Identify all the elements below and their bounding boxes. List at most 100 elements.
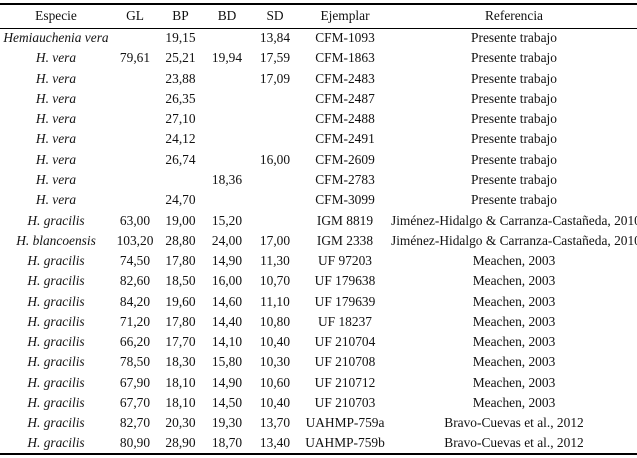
header-referencia: Referencia xyxy=(485,8,543,24)
cell-especie: H. gracilis xyxy=(27,212,85,228)
cell-referencia: Presente trabajo xyxy=(471,111,557,127)
cell-sd: 13,40 xyxy=(259,434,291,450)
cell-bd: 14,90 xyxy=(211,374,243,390)
table-body: Hemiauchenia vera 19,15 13,84 CFM-1093 Prese… xyxy=(0,28,637,454)
cell-ejemplar: CFM-2783 xyxy=(315,171,375,187)
table-row: H. gracilis 71,20 17,80 14,40 10,80 UF 18237 M… xyxy=(0,312,637,332)
cell-bp: 19,60 xyxy=(165,293,196,309)
cell-referencia: Meachen, 2003 xyxy=(472,293,556,309)
header-bd: BD xyxy=(217,8,237,24)
cell-ejemplar: IGM 8819 xyxy=(316,212,374,228)
cell-bd: 14,40 xyxy=(211,313,243,329)
cell-gl xyxy=(112,89,158,109)
cell-referencia: Meachen, 2003 xyxy=(472,394,556,410)
table-row: H. vera 23,88 17,09 CFM-2483 Presente trabaj… xyxy=(0,69,637,89)
cell-sd xyxy=(251,190,299,210)
cell-bp: 18,10 xyxy=(165,374,196,390)
cell-bd xyxy=(203,69,251,89)
cell-sd: 17,00 xyxy=(259,232,291,248)
cell-bd: 14,50 xyxy=(211,394,243,410)
cell-gl xyxy=(112,150,158,170)
cell-sd xyxy=(251,170,299,190)
cell-sd xyxy=(251,129,299,149)
cell-especie: H. vera xyxy=(35,131,77,147)
cell-bp: 28,90 xyxy=(165,434,196,450)
cell-referencia: Meachen, 2003 xyxy=(472,334,556,350)
cell-gl: 67,90 xyxy=(119,374,151,390)
cell-referencia: Presente trabajo xyxy=(471,30,557,46)
cell-bd xyxy=(203,89,251,109)
cell-especie: H. gracilis xyxy=(27,313,85,329)
header-gl: GL xyxy=(126,8,144,24)
cell-referencia: Bravo-Cuevas et al., 2012 xyxy=(444,415,584,431)
table-row: H. vera 26,35 CFM-2487 Presente trabajo xyxy=(0,89,637,109)
cell-bp: 19,15 xyxy=(165,30,196,46)
table-row: H. gracilis 82,70 20,30 19,30 13,70 UAHMP-759… xyxy=(0,413,637,433)
header-ejemplar: Ejemplar xyxy=(320,8,370,24)
cell-ejemplar: CFM-2491 xyxy=(315,131,375,147)
cell-especie: H. vera xyxy=(35,50,77,66)
cell-referencia: Jiménez-Hidalgo & Carranza-Castañeda, 20… xyxy=(391,232,637,248)
table-row: H. blancoensis 103,20 28,80 24,00 17,00 IGM 2… xyxy=(0,231,637,251)
cell-bd: 16,00 xyxy=(211,273,243,289)
cell-ejemplar: UF 97203 xyxy=(318,253,372,269)
table-header: Especie GL BP BD SD Ejemplar Referencia xyxy=(0,4,637,28)
cell-bp: 24,70 xyxy=(165,192,196,208)
cell-gl: 63,00 xyxy=(119,212,151,228)
cell-especie: H. blancoensis xyxy=(16,232,96,248)
cell-bp: 26,35 xyxy=(165,90,196,106)
cell-ejemplar: CFM-2488 xyxy=(315,111,375,127)
cell-bp: 17,80 xyxy=(165,253,196,269)
cell-sd: 10,70 xyxy=(259,273,291,289)
cell-ejemplar: IGM 2338 xyxy=(316,232,374,248)
cell-bp: 19,00 xyxy=(165,212,196,228)
cell-sd: 11,10 xyxy=(260,293,290,309)
cell-ejemplar: UF 210708 xyxy=(314,354,376,370)
cell-sd: 13,84 xyxy=(259,30,291,46)
cell-referencia: Meachen, 2003 xyxy=(472,354,556,370)
cell-bp: 27,10 xyxy=(165,111,196,127)
cell-bp: 18,10 xyxy=(165,394,196,410)
cell-gl: 82,70 xyxy=(119,415,151,431)
cell-especie: H. gracilis xyxy=(27,354,85,370)
cell-especie: H. gracilis xyxy=(27,273,85,289)
cell-referencia: Meachen, 2003 xyxy=(472,374,556,390)
header-row: Especie GL BP BD SD Ejemplar Referencia xyxy=(0,4,637,28)
cell-ejemplar: UAHMP-759b xyxy=(305,434,385,450)
table-row: H. gracilis 67,70 18,10 14,50 10,40 UF 210703… xyxy=(0,393,637,413)
cell-bd: 14,60 xyxy=(211,293,243,309)
cell-sd: 10,80 xyxy=(259,313,291,329)
table-row: H. vera 79,61 25,21 19,94 17,59 CFM-1863 Prese… xyxy=(0,48,637,68)
cell-bd: 15,80 xyxy=(211,354,243,370)
cell-especie: H. gracilis xyxy=(27,334,85,350)
cell-especie: H. vera xyxy=(35,111,77,127)
cell-ejemplar: UF 179639 xyxy=(314,293,376,309)
table-row: Hemiauchenia vera 19,15 13,84 CFM-1093 Prese… xyxy=(0,28,637,48)
cell-especie: H. gracilis xyxy=(27,394,85,410)
cell-gl: 66,20 xyxy=(119,334,151,350)
cell-bp: 26,74 xyxy=(165,151,196,167)
cell-bp: 20,30 xyxy=(165,415,196,431)
cell-sd xyxy=(251,210,299,230)
cell-ejemplar: CFM-3099 xyxy=(315,192,375,208)
cell-bd: 14,10 xyxy=(211,334,243,350)
cell-bp: 24,12 xyxy=(165,131,196,147)
cell-ejemplar: CFM-2487 xyxy=(315,90,375,106)
cell-sd: 10,40 xyxy=(259,394,291,410)
cell-gl: 103,20 xyxy=(116,232,154,248)
cell-ejemplar: CFM-1863 xyxy=(315,50,375,66)
cell-bd: 15,20 xyxy=(211,212,243,228)
cell-referencia: Meachen, 2003 xyxy=(472,253,556,269)
cell-especie: H. vera xyxy=(35,151,77,167)
cell-gl xyxy=(112,190,158,210)
cell-referencia: Presente trabajo xyxy=(471,70,557,86)
table-row: H. gracilis 63,00 19,00 15,20 IGM 8819 Jiméne… xyxy=(0,210,637,230)
cell-bp: 17,80 xyxy=(165,313,196,329)
table-row: H. gracilis 82,60 18,50 16,00 10,70 UF 179638… xyxy=(0,271,637,291)
cell-gl: 67,70 xyxy=(119,394,151,410)
table-row: H. gracilis 84,20 19,60 14,60 11,10 UF 179639… xyxy=(0,291,637,311)
cell-bd xyxy=(203,150,251,170)
cell-especie: H. gracilis xyxy=(27,374,85,390)
cell-especie: H. vera xyxy=(35,171,77,187)
cell-sd: 13,70 xyxy=(259,415,291,431)
